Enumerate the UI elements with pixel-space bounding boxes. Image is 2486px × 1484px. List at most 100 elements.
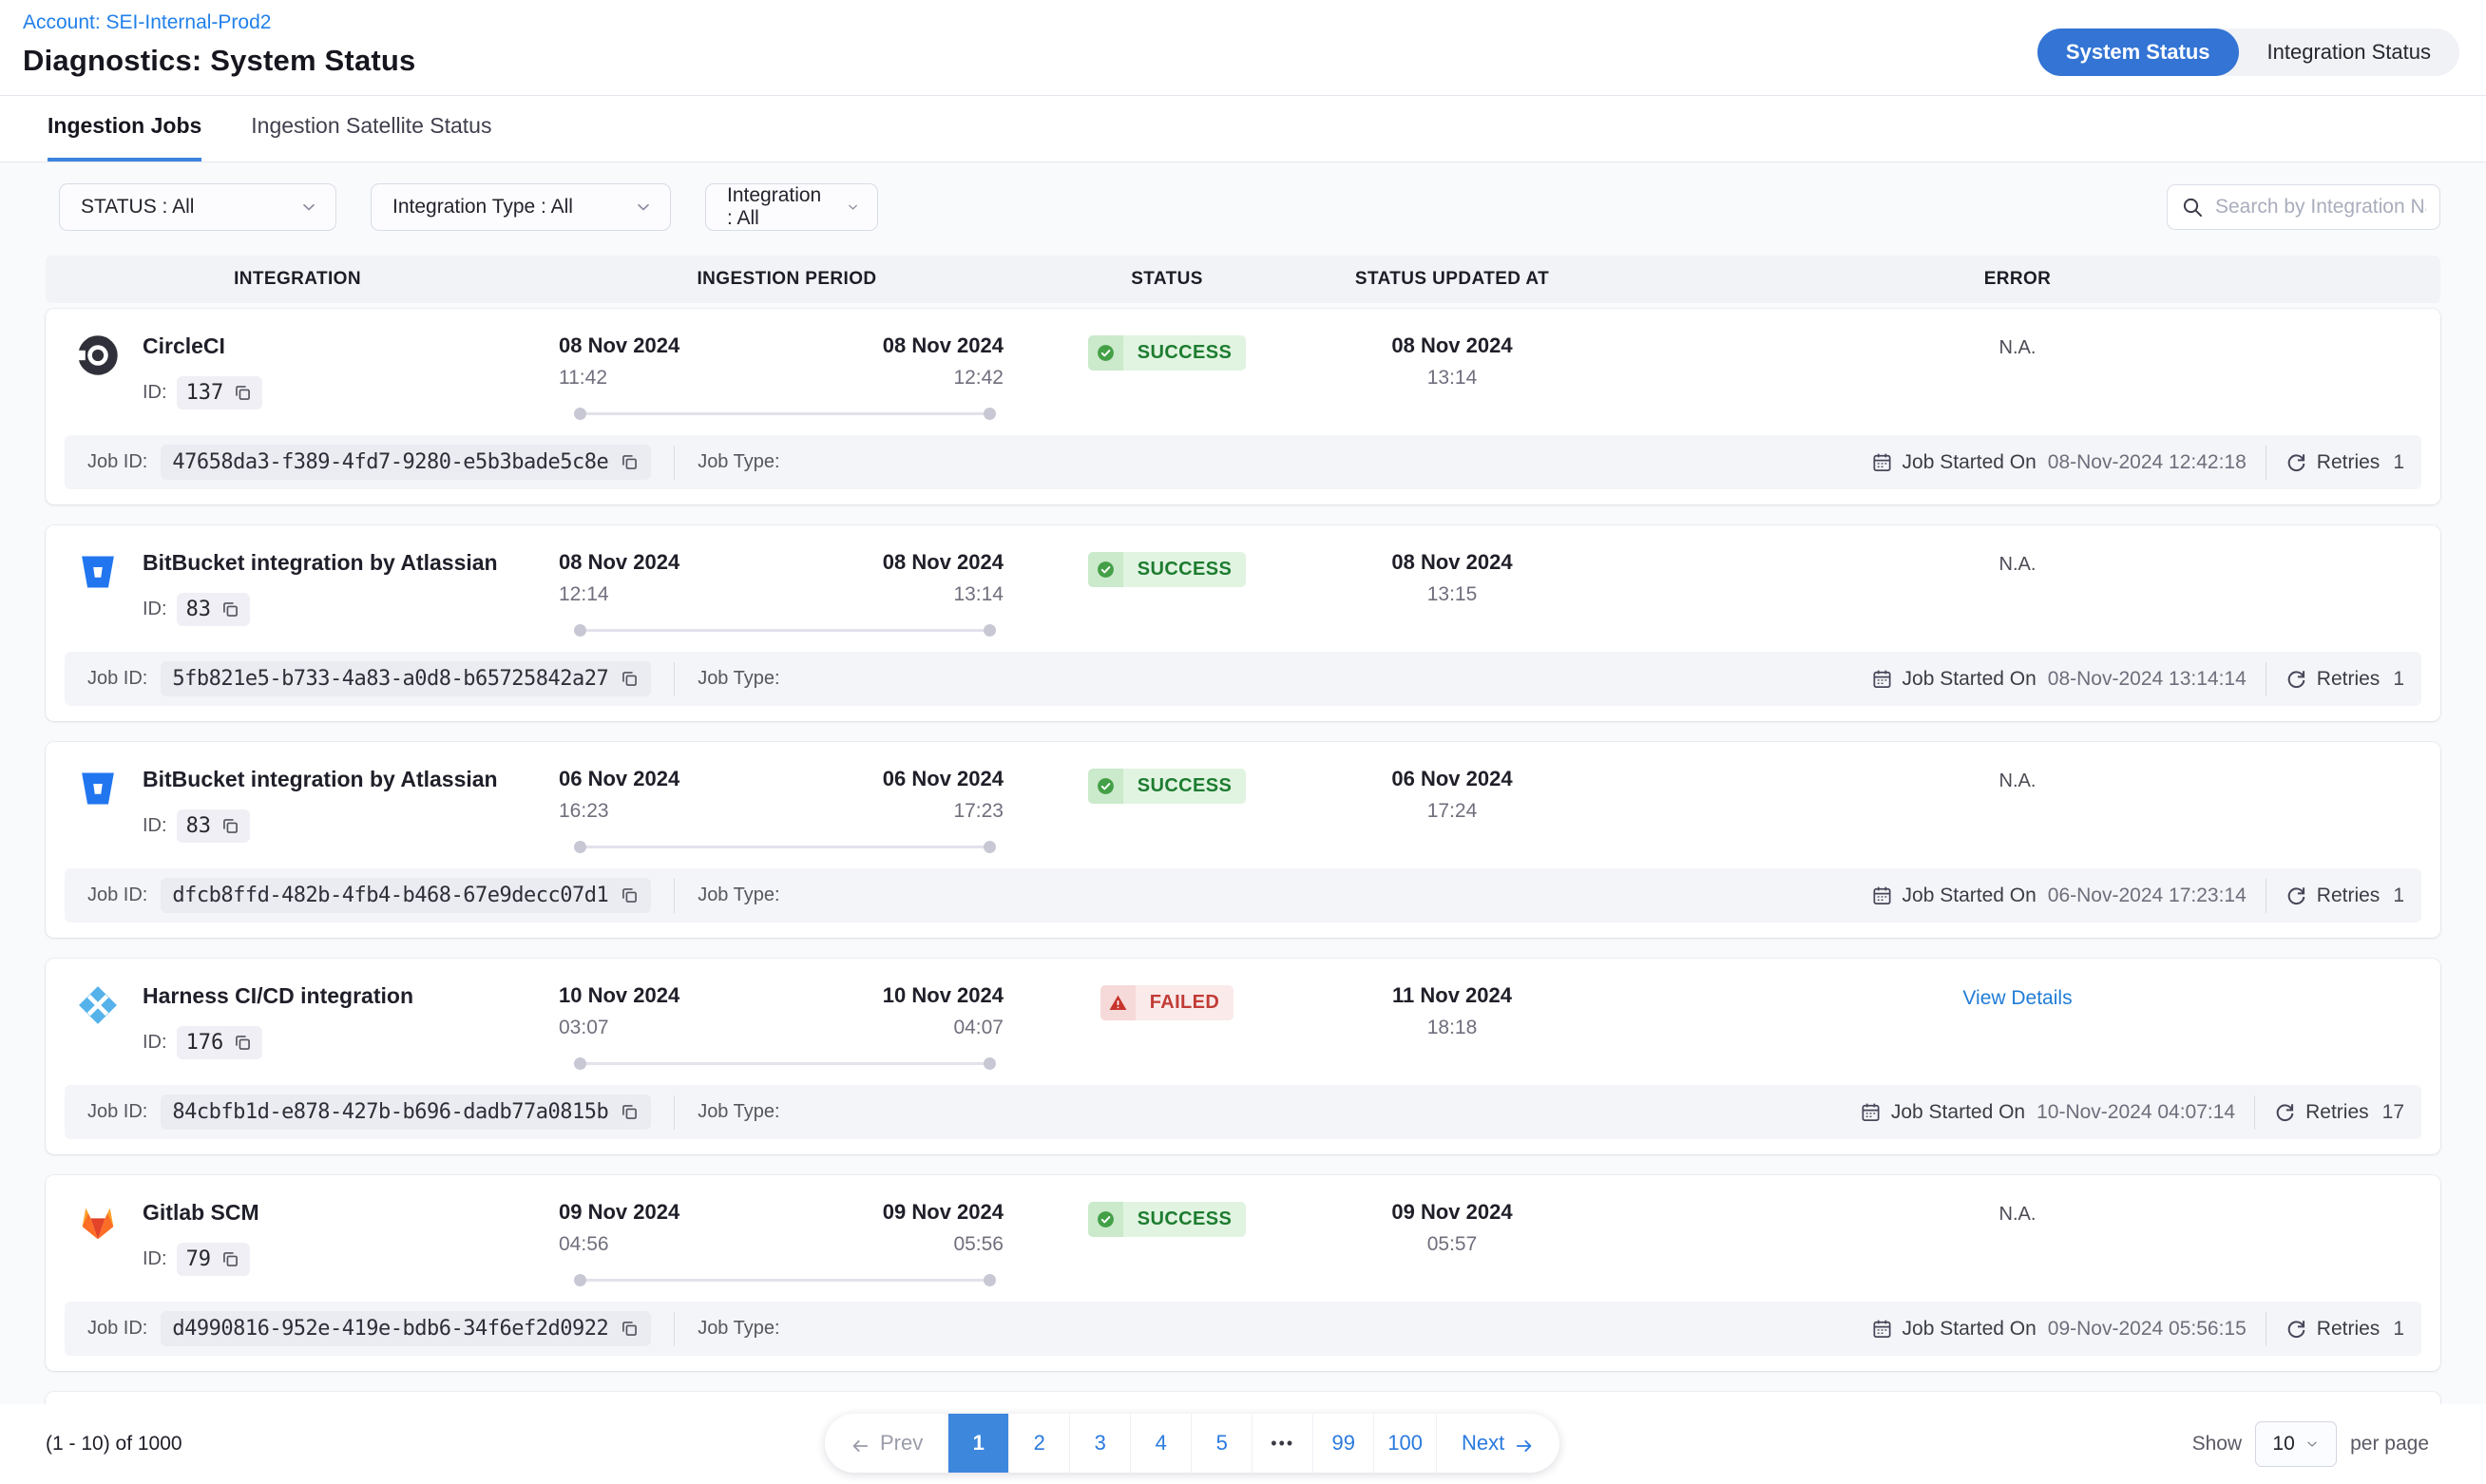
page-size-select[interactable]: 10 [2255,1421,2338,1467]
integration-id-pill: 137 [176,376,263,409]
copy-icon[interactable] [620,1319,640,1339]
retries-label: Retries [2316,884,2381,906]
slider-track [583,412,986,415]
status-updated-time: 18:18 [1426,1017,1478,1038]
status-updated-cell: 08 Nov 2024 13:14 [1310,332,1595,420]
job-id-pill: 5fb821e5-b733-4a83-a0d8-b65725842a27 [161,661,652,696]
integration-icon [76,983,120,1027]
job-row-main: Harness CI/CD integration ID: 176 10 Nov… [46,959,2440,1085]
status-updated-time: 17:24 [1426,800,1478,822]
job-started-label: Job Started On [1902,450,2037,473]
page-ellipsis[interactable]: ••• [1253,1414,1314,1473]
status-filter-label: STATUS : All [81,196,195,218]
job-row-details: Job ID: 47658da3-f389-4fd7-9280-e5b3bade… [65,435,2421,489]
slider-start-dot [574,408,586,420]
page-button-4[interactable]: 4 [1131,1414,1193,1473]
copy-icon[interactable] [233,383,253,403]
period-start: 10 Nov 2024 03:07 [559,983,679,1039]
job-id-group: Job ID: 47658da3-f389-4fd7-9280-e5b3bade… [87,445,780,480]
status-badge: SUCCESS [1087,552,1247,587]
account-link[interactable]: Account: SEI-Internal-Prod2 [23,11,272,33]
period-start-time: 04:56 [559,1233,609,1255]
status-view-toggle: System Status Integration Status [2037,29,2459,76]
prev-page-button[interactable]: Prev [825,1414,949,1473]
tab-ingestion-jobs[interactable]: Ingestion Jobs [48,113,202,162]
calendar-icon [1871,1318,1893,1340]
ingestion-period-cell: 09 Nov 2024 04:56 09 Nov 2024 05:56 [549,1198,1024,1286]
copy-icon[interactable] [220,599,240,619]
integration-filter-dropdown[interactable]: Integration : All [705,183,878,231]
integration-name: CircleCI [143,333,225,358]
page-button-3[interactable]: 3 [1070,1414,1132,1473]
period-end-time: 13:14 [953,583,1004,605]
tab-ingestion-satellite-status[interactable]: Ingestion Satellite Status [251,113,492,138]
slider-track [583,1062,986,1065]
retries-count: 1 [2393,1317,2404,1340]
job-id-group: Job ID: 5fb821e5-b733-4a83-a0d8-b6572584… [87,661,780,696]
page-size-value: 10 [2272,1433,2295,1455]
status-cell: SUCCESS [1024,548,1310,637]
page-button-2[interactable]: 2 [1009,1414,1071,1473]
column-header-integration: INTEGRATION [234,269,361,289]
status-updated-cell: 09 Nov 2024 05:57 [1310,1198,1595,1286]
page-button-100[interactable]: 100 [1374,1414,1437,1473]
slider-end-dot [984,1274,996,1286]
page-button-99[interactable]: 99 [1313,1414,1375,1473]
status-filter-dropdown[interactable]: STATUS : All [59,183,336,231]
retry-icon [2285,668,2307,690]
table-header: INTEGRATION INGESTION PERIOD STATUS STAT… [46,256,2440,303]
copy-icon[interactable] [620,1102,640,1122]
page-button-5[interactable]: 5 [1192,1414,1253,1473]
period-start-date: 06 Nov 2024 [559,767,680,790]
job-id-pill: 84cbfb1d-e878-427b-b696-dadb77a0815b [161,1094,652,1130]
id-label: ID: [143,1032,167,1053]
job-meta-group: Job Started On 09-Nov-2024 05:56:15 Retr… [1871,1311,2410,1346]
integration-id-row: ID: 176 [143,1026,413,1059]
error-value: N.A. [1998,1204,2037,1225]
period-end: 06 Nov 2024 17:23 [883,767,1004,823]
job-started-label: Job Started On [1890,1100,2026,1123]
integration-id-row: ID: 83 [143,593,498,626]
search-input[interactable] [2215,196,2426,219]
integration-icon [76,767,120,810]
copy-icon[interactable] [620,452,640,472]
integration-type-filter-dropdown[interactable]: Integration Type : All [371,183,671,231]
period-start-date: 08 Nov 2024 [559,333,680,357]
job-row-main: BitBucket integration by Atlassian ID: 8… [46,742,2440,868]
integration-id-row: ID: 79 [143,1243,259,1276]
toggle-integration-status[interactable]: Integration Status [2239,29,2459,76]
job-id-group: Job ID: dfcb8ffd-482b-4fb4-b468-67e9decc… [87,878,780,913]
search-box [2167,184,2440,230]
slider-start-dot [574,1057,586,1070]
slider-start-dot [574,624,586,637]
status-icon [1087,335,1123,371]
period-slider [559,623,1004,637]
toggle-system-status[interactable]: System Status [2037,29,2239,76]
copy-icon[interactable] [220,816,240,836]
error-view-details-link[interactable]: View Details [1962,987,2073,1009]
chevron-down-icon [299,198,318,217]
job-id-label: Job ID: [87,668,148,689]
integration-icon [76,333,120,377]
page-button-1[interactable]: 1 [948,1414,1010,1473]
period-end-date: 10 Nov 2024 [882,983,1004,1007]
integration-type-filter-label: Integration Type : All [392,196,573,218]
period-start: 06 Nov 2024 16:23 [559,767,679,823]
next-page-button[interactable]: Next [1436,1414,1560,1473]
status-icon [1087,552,1123,587]
period-start-time: 11:42 [559,367,607,389]
filter-row: STATUS : All Integration Type : All Inte… [46,183,2440,231]
job-meta-group: Job Started On 08-Nov-2024 12:42:18 Retr… [1871,445,2410,480]
error-cell: N.A. [1595,548,2440,637]
integration-filter-label: Integration : All [727,184,822,229]
period-start-time: 03:07 [559,1017,609,1038]
copy-icon[interactable] [233,1033,253,1053]
copy-icon[interactable] [620,669,640,689]
ingestion-period-cell: 10 Nov 2024 03:07 10 Nov 2024 04:07 [549,981,1024,1070]
copy-icon[interactable] [220,1249,240,1269]
chevron-down-icon [634,198,653,217]
period-end: 09 Nov 2024 05:56 [883,1200,1004,1256]
job-type-label: Job Type: [698,1318,780,1339]
period-end-date: 09 Nov 2024 [882,1200,1004,1224]
copy-icon[interactable] [620,885,640,905]
